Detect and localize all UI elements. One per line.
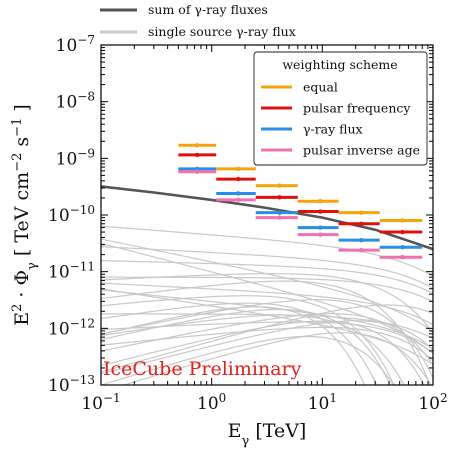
single-source-curve bbox=[101, 280, 431, 385]
single-source-curve bbox=[101, 246, 433, 289]
single-source-curve bbox=[101, 288, 433, 365]
data-point bbox=[359, 237, 364, 243]
single-source-curve bbox=[122, 332, 432, 385]
data-point bbox=[277, 183, 282, 188]
single-source-curve bbox=[101, 308, 391, 385]
data-point bbox=[400, 245, 405, 250]
data-point bbox=[194, 143, 200, 148]
single-source-curve bbox=[101, 304, 433, 373]
data-point bbox=[318, 225, 323, 230]
data-point bbox=[236, 191, 241, 196]
legend-single-label: single source γ-ray flux bbox=[148, 24, 296, 39]
data-point bbox=[318, 199, 323, 204]
weighting-legend: weighting scheme equal pulsar frequency γ-… bbox=[253, 51, 428, 166]
single-source-curve bbox=[101, 242, 433, 354]
data-point bbox=[194, 152, 200, 158]
single-source-curve bbox=[101, 335, 395, 385]
data-point bbox=[277, 210, 282, 215]
weighting-legend-box bbox=[253, 51, 428, 166]
y-tick-label: 10−10 bbox=[48, 203, 95, 226]
plot-area bbox=[101, 143, 433, 385]
single-source-curves bbox=[101, 225, 433, 385]
data-point bbox=[400, 218, 405, 223]
data-point bbox=[194, 169, 200, 174]
legend-label: pulsar frequency bbox=[303, 101, 411, 116]
data-points bbox=[178, 143, 423, 260]
x-tick-label: 101 bbox=[308, 391, 337, 414]
data-point bbox=[277, 215, 282, 220]
y-tick-label: 10−7 bbox=[56, 33, 95, 56]
y-tick-label: 10−13 bbox=[48, 373, 95, 396]
tick-labels: 10−1 100 101 102 10−13 10−12 10−11 10−10 10−9 10−… bbox=[48, 33, 448, 414]
single-source-curve bbox=[101, 276, 433, 303]
icecube-preliminary-label: IceCube Preliminary bbox=[103, 358, 302, 380]
x-axis-title: Eγ [TeV] bbox=[228, 420, 307, 449]
y-tick-label: 10−9 bbox=[56, 146, 95, 169]
data-point bbox=[400, 229, 405, 235]
x-tick-label: 102 bbox=[418, 391, 447, 414]
x-tick-label: 10−1 bbox=[81, 391, 120, 414]
single-source-curve bbox=[101, 260, 433, 295]
legend-label: pulsar inverse age bbox=[303, 143, 420, 158]
single-source-curve bbox=[101, 225, 433, 277]
legend-sum-label: sum of γ-ray fluxes bbox=[148, 2, 268, 17]
legend-label: γ-ray flux bbox=[303, 122, 363, 137]
top-legend: sum of γ-ray fluxes single source γ-ray … bbox=[100, 2, 296, 39]
data-point bbox=[236, 197, 241, 203]
y-axis-title: E2 · Φγ [ TeV cm−2 s−1 ] bbox=[10, 104, 40, 326]
data-point bbox=[359, 210, 364, 215]
single-source-curve bbox=[101, 306, 366, 385]
single-source-curve bbox=[101, 326, 433, 361]
data-point bbox=[359, 247, 364, 253]
x-tick-label: 100 bbox=[197, 391, 226, 414]
single-source-curve bbox=[101, 273, 433, 334]
weighting-legend-title: weighting scheme bbox=[282, 57, 397, 72]
data-point bbox=[277, 195, 282, 200]
data-point bbox=[236, 166, 241, 172]
y-tick-label: 10−12 bbox=[48, 316, 95, 339]
single-source-curve bbox=[101, 321, 433, 354]
data-point bbox=[359, 221, 364, 226]
data-point bbox=[236, 176, 241, 182]
single-source-curve bbox=[101, 295, 395, 385]
data-point bbox=[318, 232, 323, 237]
legend-label: equal bbox=[303, 80, 338, 95]
data-point bbox=[400, 255, 405, 260]
y-tick-label: 10−11 bbox=[48, 260, 95, 283]
y-tick-label: 10−8 bbox=[56, 90, 95, 113]
single-source-curve bbox=[101, 299, 433, 379]
data-point bbox=[318, 209, 323, 214]
axis-ticks bbox=[100, 44, 434, 386]
